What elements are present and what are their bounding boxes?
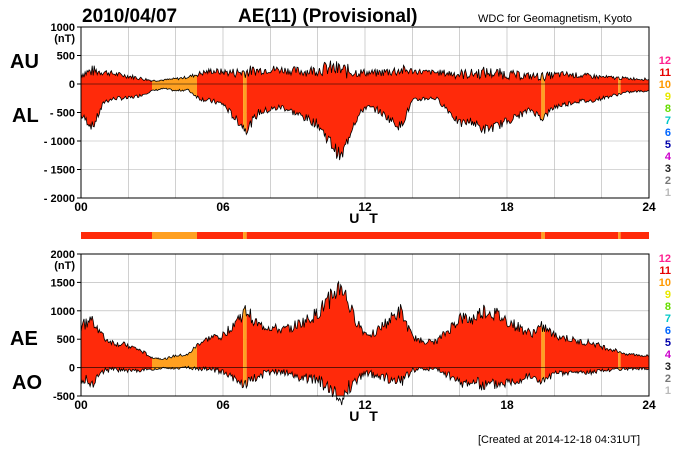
- station-band: [152, 281, 197, 396]
- station-scale-item: 3: [665, 361, 671, 373]
- station-band: [246, 281, 542, 396]
- x-tick-label: 12: [358, 200, 372, 214]
- data-source-label: WDC for Geomagnetism, Kyoto: [478, 13, 632, 25]
- station-band: [243, 60, 247, 161]
- y-tick-label: 2000: [51, 249, 75, 261]
- al-line: [80, 87, 650, 161]
- strip-segment: [544, 232, 619, 239]
- station-count-strip: [81, 232, 649, 239]
- station-band: [620, 281, 649, 396]
- y-tick-label: 1000: [51, 22, 75, 34]
- station-band: [196, 281, 244, 396]
- y-tick-label: 500: [57, 334, 75, 346]
- y-tick-label: - 500: [50, 108, 75, 120]
- ae-ao-panel: 2000 1500 1000 500 0 -500 (nT) 00 06 12 18 24 U T AE A…: [10, 249, 656, 424]
- station-scale-item: 11: [659, 265, 671, 277]
- y-tick-label: - 1500: [44, 165, 75, 177]
- x-tick-label: 00: [74, 398, 88, 412]
- station-scale-item: 10: [659, 277, 671, 289]
- x-tick-label: 18: [500, 398, 514, 412]
- station-band: [544, 281, 619, 396]
- station-band: [618, 281, 621, 396]
- station-scale-item: 12: [659, 253, 671, 265]
- strip-segment: [243, 232, 247, 239]
- station-scale-item: 8: [665, 103, 671, 115]
- station-band: [81, 281, 152, 396]
- x-tick-label: 24: [642, 200, 656, 214]
- strip-segment: [196, 232, 244, 239]
- y-tick-label: 0: [69, 79, 75, 91]
- station-scale-item: 9: [665, 91, 671, 103]
- index-label-al: AL: [12, 105, 39, 127]
- x-tick-label: 24: [642, 398, 656, 412]
- y-tick-label: 1000: [51, 306, 75, 318]
- index-label-ae: AE: [10, 328, 38, 350]
- au-al-panel: 1000 500 0 - 500 - 1000 - 1500 - 2000 (nT) 00 06 1…: [10, 22, 656, 226]
- station-scale-item: 6: [665, 325, 671, 337]
- y-tick-label: -500: [53, 391, 75, 403]
- x-axis-title: U T: [349, 408, 381, 424]
- y-unit-label: (nT): [54, 33, 75, 45]
- created-timestamp: [Created at 2014-12-18 04:31UT]: [478, 434, 640, 446]
- y-unit-label: (nT): [54, 260, 75, 272]
- x-tick-label: 18: [500, 200, 514, 214]
- station-scale-item: 7: [665, 115, 671, 127]
- ae-line: [80, 280, 650, 360]
- station-scale-item: 2: [665, 373, 671, 385]
- x-axis-title: U T: [349, 210, 381, 226]
- index-label-au: AU: [10, 51, 39, 73]
- station-scale-item: 2: [665, 175, 671, 187]
- strip-segment: [152, 232, 197, 239]
- station-scale-item: 8: [665, 301, 671, 313]
- ao-line: [80, 365, 650, 406]
- strip-segment: [246, 232, 542, 239]
- plot-date: 2010/04/07: [82, 6, 177, 27]
- station-band: [541, 60, 545, 161]
- station-scale-item: 12: [659, 55, 671, 67]
- y-tick-label: 1500: [51, 277, 75, 289]
- index-label-ao: AO: [12, 372, 42, 394]
- x-tick-label: 06: [216, 200, 230, 214]
- y-tick-label: 0: [69, 363, 75, 375]
- y-tick-label: - 1000: [44, 136, 75, 148]
- station-scale-item: 1: [665, 187, 671, 199]
- station-scale-item: 7: [665, 313, 671, 325]
- y-tick-label: 500: [57, 51, 75, 63]
- station-scale-item: 6: [665, 127, 671, 139]
- plot-title: AE(11) (Provisional): [238, 6, 418, 27]
- station-scale-item: 4: [665, 349, 672, 361]
- station-scale-item: 3: [665, 163, 671, 175]
- strip-segment: [541, 232, 545, 239]
- station-scale-item: 4: [665, 151, 672, 163]
- station-band: [541, 281, 545, 396]
- station-scale-item: 1: [665, 385, 671, 397]
- station-scale-item: 11: [659, 67, 671, 79]
- strip-segment: [620, 232, 649, 239]
- au-line: [80, 60, 650, 83]
- station-scale-item: 5: [665, 337, 671, 349]
- station-scale-item: 10: [659, 79, 671, 91]
- station-scale-item: 9: [665, 289, 671, 301]
- x-tick-label: 00: [74, 200, 88, 214]
- station-band: [243, 281, 247, 396]
- plot-frame: [80, 253, 650, 397]
- y-tick-label: - 2000: [44, 193, 75, 205]
- strip-segment: [81, 232, 152, 239]
- x-tick-label: 06: [216, 398, 230, 412]
- station-scale-item: 5: [665, 139, 671, 151]
- x-tick-label: 12: [358, 398, 372, 412]
- strip-segment: [618, 232, 621, 239]
